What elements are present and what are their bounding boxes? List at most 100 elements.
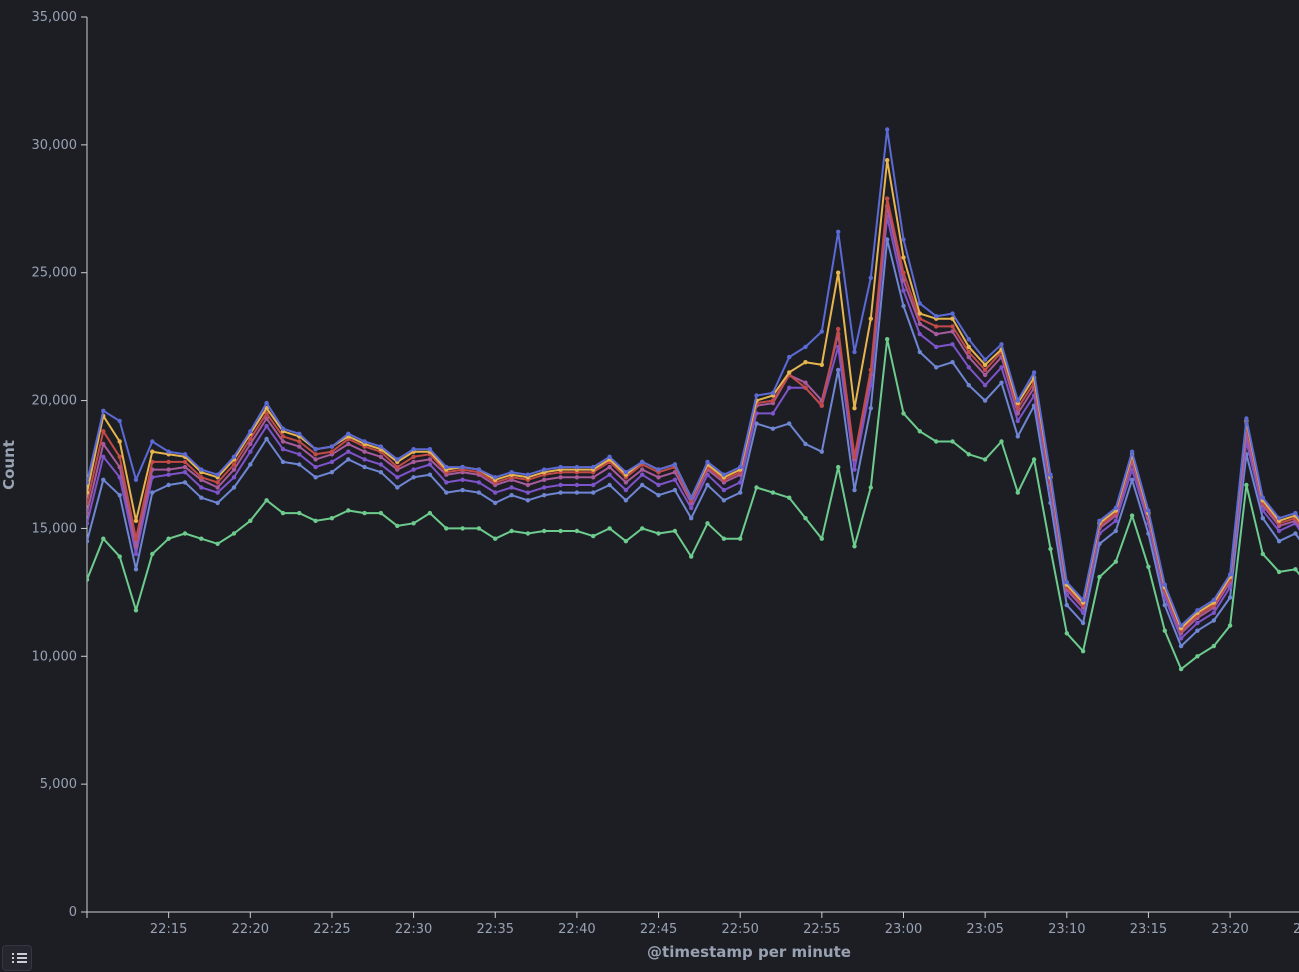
- data-point: [199, 485, 203, 489]
- data-point: [346, 457, 350, 461]
- data-point: [967, 345, 971, 349]
- data-point: [166, 460, 170, 464]
- data-point: [754, 393, 758, 397]
- data-point: [575, 465, 579, 469]
- data-point: [526, 473, 530, 477]
- data-point: [166, 537, 170, 541]
- x-tick-label: 22:35: [477, 922, 514, 937]
- data-point: [689, 496, 693, 500]
- x-tick-label: 22:30: [395, 922, 432, 937]
- x-tick-label: 23:25: [1293, 922, 1299, 937]
- data-point: [803, 345, 807, 349]
- data-point: [542, 529, 546, 533]
- data-point: [362, 457, 366, 461]
- data-point: [542, 485, 546, 489]
- data-point: [869, 368, 873, 372]
- data-point: [918, 332, 922, 336]
- data-point: [509, 485, 513, 489]
- data-point: [411, 521, 415, 525]
- data-point: [264, 437, 268, 441]
- data-point: [346, 432, 350, 436]
- series-7: [85, 127, 1299, 628]
- data-point: [754, 485, 758, 489]
- data-point: [183, 480, 187, 484]
- data-point: [346, 450, 350, 454]
- data-point: [1293, 567, 1297, 571]
- series-layer: [85, 127, 1299, 671]
- data-point: [134, 537, 138, 541]
- data-point: [1065, 603, 1069, 607]
- series-line: [87, 206, 1299, 633]
- x-tick-label: 22:25: [313, 922, 350, 937]
- data-point: [101, 409, 105, 413]
- data-point: [607, 473, 611, 477]
- data-point: [313, 447, 317, 451]
- data-point: [330, 444, 334, 448]
- data-point: [967, 337, 971, 341]
- data-point: [934, 314, 938, 318]
- data-point: [493, 490, 497, 494]
- data-point: [101, 537, 105, 541]
- data-point: [248, 462, 252, 466]
- data-point: [199, 475, 203, 479]
- data-point: [215, 490, 219, 494]
- data-point: [1244, 416, 1248, 420]
- data-point: [738, 480, 742, 484]
- data-point: [118, 439, 122, 443]
- data-point: [1179, 623, 1183, 627]
- data-point: [118, 554, 122, 558]
- data-point: [575, 475, 579, 479]
- data-point: [869, 276, 873, 280]
- series-2: [85, 237, 1299, 648]
- data-point: [215, 473, 219, 477]
- data-point: [1195, 608, 1199, 612]
- data-point: [1228, 595, 1232, 599]
- data-point: [248, 429, 252, 433]
- data-point: [379, 462, 383, 466]
- data-point: [771, 398, 775, 402]
- data-point: [1277, 529, 1281, 533]
- data-point: [852, 544, 856, 548]
- plot-area: [85, 127, 1299, 671]
- series-3: [85, 214, 1299, 640]
- data-point: [215, 542, 219, 546]
- data-point: [575, 483, 579, 487]
- data-point: [493, 475, 497, 479]
- data-point: [918, 322, 922, 326]
- data-point: [558, 475, 562, 479]
- data-point: [820, 329, 824, 333]
- data-point: [1114, 506, 1118, 510]
- data-point: [771, 427, 775, 431]
- data-point: [297, 511, 301, 515]
- data-point: [1293, 511, 1297, 515]
- data-point: [346, 442, 350, 446]
- data-point: [558, 529, 562, 533]
- data-point: [118, 455, 122, 459]
- data-point: [950, 311, 954, 315]
- data-point: [852, 467, 856, 471]
- data-point: [852, 350, 856, 354]
- data-point: [591, 483, 595, 487]
- x-tick-label: 22:15: [150, 922, 187, 937]
- data-point: [183, 470, 187, 474]
- data-point: [1114, 519, 1118, 523]
- data-point: [771, 391, 775, 395]
- data-point: [330, 460, 334, 464]
- data-point: [362, 465, 366, 469]
- data-point: [477, 526, 481, 530]
- data-point: [1146, 508, 1150, 512]
- data-point: [1081, 611, 1085, 615]
- data-point: [836, 465, 840, 469]
- data-point: [836, 230, 840, 234]
- data-point: [1277, 570, 1281, 574]
- data-point: [901, 271, 905, 275]
- data-point: [509, 493, 513, 497]
- data-point: [558, 465, 562, 469]
- data-point: [395, 524, 399, 528]
- data-point: [885, 337, 889, 341]
- legend-toggle-button[interactable]: [2, 945, 32, 971]
- data-point: [640, 467, 644, 471]
- data-point: [477, 490, 481, 494]
- data-point: [918, 429, 922, 433]
- data-point: [444, 526, 448, 530]
